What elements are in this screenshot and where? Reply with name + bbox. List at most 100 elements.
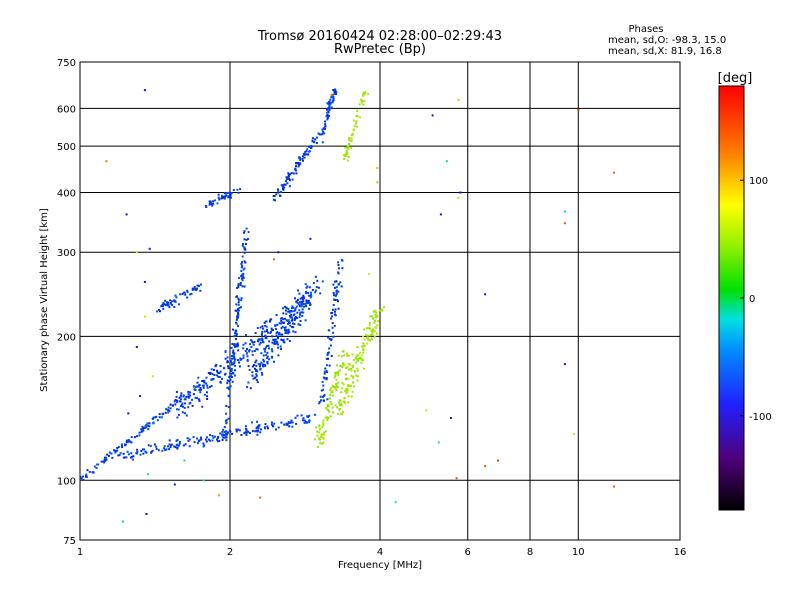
data-point — [175, 439, 178, 442]
data-point — [151, 449, 154, 452]
data-point — [314, 291, 317, 294]
data-point — [309, 296, 312, 299]
data-point — [368, 324, 371, 327]
data-point — [228, 429, 231, 432]
data-point — [227, 196, 230, 199]
data-point — [306, 300, 309, 302]
data-point — [215, 363, 218, 366]
data-point — [237, 359, 239, 362]
y-ticks: 75 100 200 300 400 500 600 750 — [57, 58, 76, 547]
data-point — [371, 329, 374, 332]
data-point — [206, 395, 209, 398]
data-point — [127, 412, 130, 415]
data-point — [288, 422, 291, 424]
data-point — [350, 137, 353, 140]
data-point — [310, 145, 313, 148]
data-point — [241, 255, 244, 258]
data-point — [334, 372, 337, 375]
data-point — [111, 456, 114, 459]
data-point — [172, 404, 174, 407]
data-point — [265, 337, 268, 340]
data-point — [85, 473, 88, 476]
data-point — [344, 146, 347, 149]
data-point — [286, 423, 289, 426]
data-point — [373, 310, 375, 313]
data-point — [308, 286, 311, 289]
data-point — [302, 297, 305, 300]
y-tick-label: 300 — [57, 248, 76, 259]
data-point — [310, 291, 312, 294]
data-point — [335, 378, 338, 381]
data-point — [342, 383, 345, 386]
data-point — [217, 193, 220, 196]
data-point — [173, 400, 176, 403]
data-point — [273, 341, 276, 344]
data-point — [187, 440, 190, 442]
data-point — [331, 406, 334, 409]
data-point — [233, 364, 236, 367]
data-point — [204, 438, 207, 441]
data-point — [346, 354, 349, 357]
data-point — [335, 286, 338, 289]
data-point — [248, 348, 251, 351]
data-point — [148, 425, 151, 428]
data-point — [322, 437, 325, 440]
data-point — [179, 400, 182, 403]
data-point — [302, 311, 305, 314]
data-point — [304, 302, 307, 305]
data-point — [334, 294, 337, 297]
data-point — [577, 109, 580, 112]
data-point — [176, 399, 178, 402]
data-point — [163, 447, 166, 450]
data-point — [226, 356, 229, 359]
data-point — [243, 251, 246, 254]
data-point — [361, 346, 364, 349]
data-point — [293, 318, 296, 321]
data-point — [271, 356, 274, 359]
data-point — [281, 317, 284, 320]
data-point — [208, 203, 211, 206]
data-point — [304, 150, 307, 153]
data-point — [155, 447, 158, 450]
data-point — [287, 174, 290, 177]
data-point — [254, 332, 257, 334]
data-point — [241, 244, 244, 247]
data-point — [287, 322, 290, 325]
data-point — [287, 329, 290, 332]
data-point — [186, 296, 189, 299]
data-point — [193, 388, 196, 391]
data-point — [285, 180, 287, 183]
data-point — [290, 310, 293, 312]
data-point — [246, 359, 249, 362]
data-point — [127, 439, 130, 441]
data-point — [282, 187, 284, 190]
data-point — [229, 375, 232, 378]
data-point — [158, 416, 161, 419]
data-point — [331, 311, 334, 314]
data-point — [329, 98, 332, 101]
data-point — [232, 349, 235, 352]
data-point — [308, 307, 311, 310]
data-point — [272, 195, 275, 197]
data-point — [285, 330, 288, 333]
data-point — [290, 313, 293, 316]
data-point — [334, 286, 336, 289]
data-point — [187, 396, 190, 399]
data-point — [322, 422, 325, 424]
data-point — [95, 467, 98, 469]
data-point — [285, 176, 288, 179]
data-point — [376, 324, 379, 327]
data-point — [355, 122, 358, 125]
data-point — [196, 397, 199, 400]
x-tick-label: 1 — [77, 547, 83, 558]
data-point — [320, 133, 323, 136]
data-point — [240, 434, 243, 436]
data-point — [246, 355, 249, 358]
data-point — [186, 437, 189, 440]
data-point — [338, 267, 340, 270]
data-point — [379, 309, 381, 312]
data-point — [335, 280, 338, 283]
data-point — [355, 361, 358, 364]
data-point — [242, 243, 244, 245]
data-point — [351, 381, 354, 384]
